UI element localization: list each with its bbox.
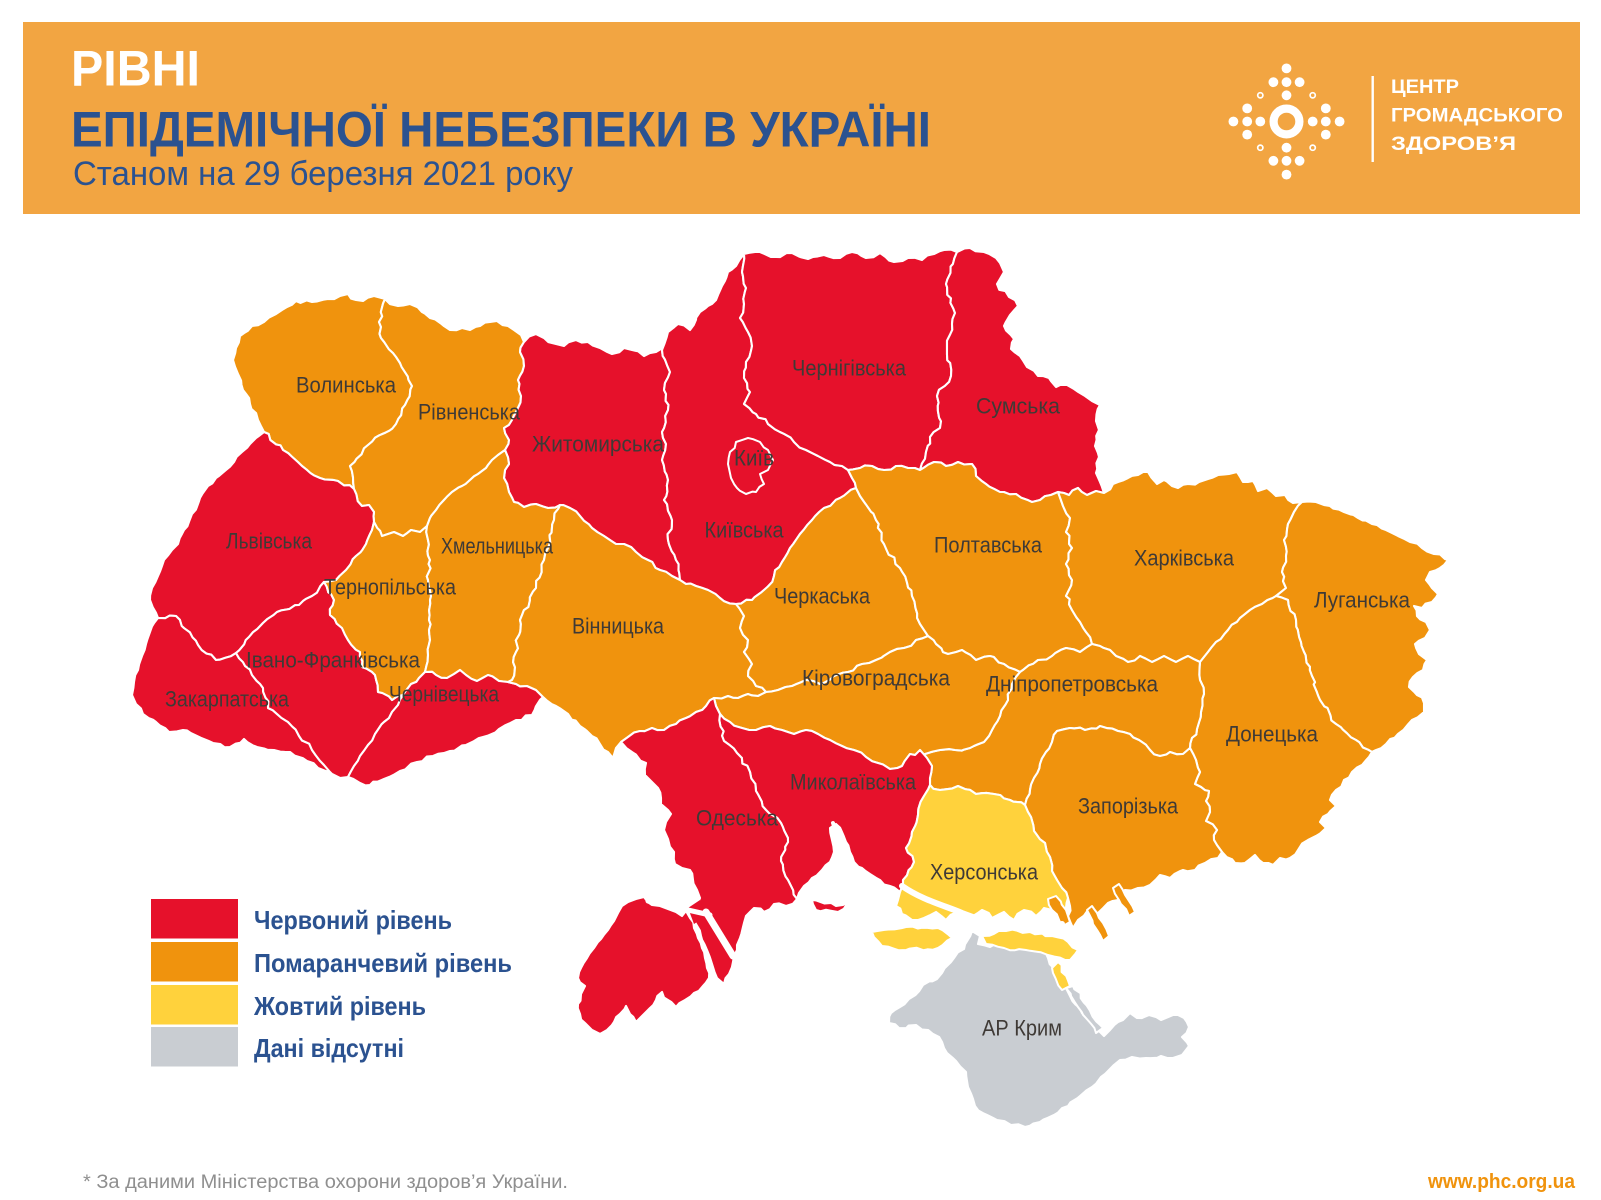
svg-text:Луганська: Луганська bbox=[1314, 588, 1411, 613]
svg-text:Сумська: Сумська bbox=[976, 394, 1061, 419]
svg-text:Одеська: Одеська bbox=[696, 806, 779, 831]
svg-text:ЕПІДЕМІЧНОЇ НЕБЕЗПЕКИ В УКРАЇН: ЕПІДЕМІЧНОЇ НЕБЕЗПЕКИ В УКРАЇНІ bbox=[71, 102, 931, 158]
svg-text:ЦЕНТР: ЦЕНТР bbox=[1391, 77, 1459, 98]
svg-text:Тернопільська: Тернопільська bbox=[324, 575, 457, 600]
svg-text:Львівська: Львівська bbox=[226, 529, 313, 554]
svg-text:Вінницька: Вінницька bbox=[572, 614, 665, 639]
svg-text:Чернівецька: Чернівецька bbox=[389, 682, 500, 707]
svg-text:ЗДОРОВ’Я: ЗДОРОВ’Я bbox=[1391, 134, 1516, 155]
svg-text:Жовтий рівень: Жовтий рівень bbox=[253, 991, 426, 1021]
svg-text:АР Крим: АР Крим bbox=[982, 1016, 1062, 1041]
svg-text:Миколаївська: Миколаївська bbox=[790, 770, 917, 795]
svg-text:Запорізька: Запорізька bbox=[1078, 794, 1179, 819]
svg-text:РІВНІ: РІВНІ bbox=[71, 41, 200, 97]
svg-text:Хмельницька: Хмельницька bbox=[441, 534, 554, 559]
svg-text:Закарпатська: Закарпатська bbox=[165, 687, 290, 712]
svg-text:Помаранчевий рівень: Помаранчевий рівень bbox=[254, 948, 512, 978]
svg-text:Червоний рівень: Червоний рівень bbox=[254, 905, 452, 935]
svg-text:Волинська: Волинська bbox=[296, 373, 397, 398]
svg-text:Кіровоградська: Кіровоградська bbox=[802, 666, 951, 691]
svg-text:Полтавська: Полтавська bbox=[934, 533, 1043, 558]
svg-text:Херсонська: Херсонська bbox=[930, 860, 1039, 885]
svg-text:ГРОМАДСЬКОГО: ГРОМАДСЬКОГО bbox=[1391, 105, 1563, 126]
svg-text:Івано-Франківська: Івано-Франківська bbox=[246, 648, 421, 673]
svg-text:Рівненська: Рівненська bbox=[418, 400, 521, 425]
svg-text:Харківська: Харківська bbox=[1134, 546, 1235, 571]
svg-text:Житомирська: Житомирська bbox=[532, 432, 665, 457]
svg-text:www.phc.org.ua: www.phc.org.ua bbox=[1427, 1171, 1576, 1193]
svg-text:Дніпропетровська: Дніпропетровська bbox=[986, 672, 1159, 697]
svg-text:Чернігівська: Чернігівська bbox=[792, 356, 907, 381]
svg-text:Донецька: Донецька bbox=[1226, 722, 1319, 747]
svg-text:Київ: Київ bbox=[734, 446, 774, 471]
svg-text:Дані відсутні: Дані відсутні bbox=[254, 1033, 404, 1063]
svg-text:Станом на 29 березня 2021 року: Станом на 29 березня 2021 року bbox=[73, 155, 574, 193]
svg-text:Черкаська: Черкаська bbox=[774, 584, 871, 609]
svg-text:Київська: Київська bbox=[705, 518, 785, 543]
svg-text:* За даними Міністерства охоро: * За даними Міністерства охорони здоров’… bbox=[83, 1172, 568, 1193]
